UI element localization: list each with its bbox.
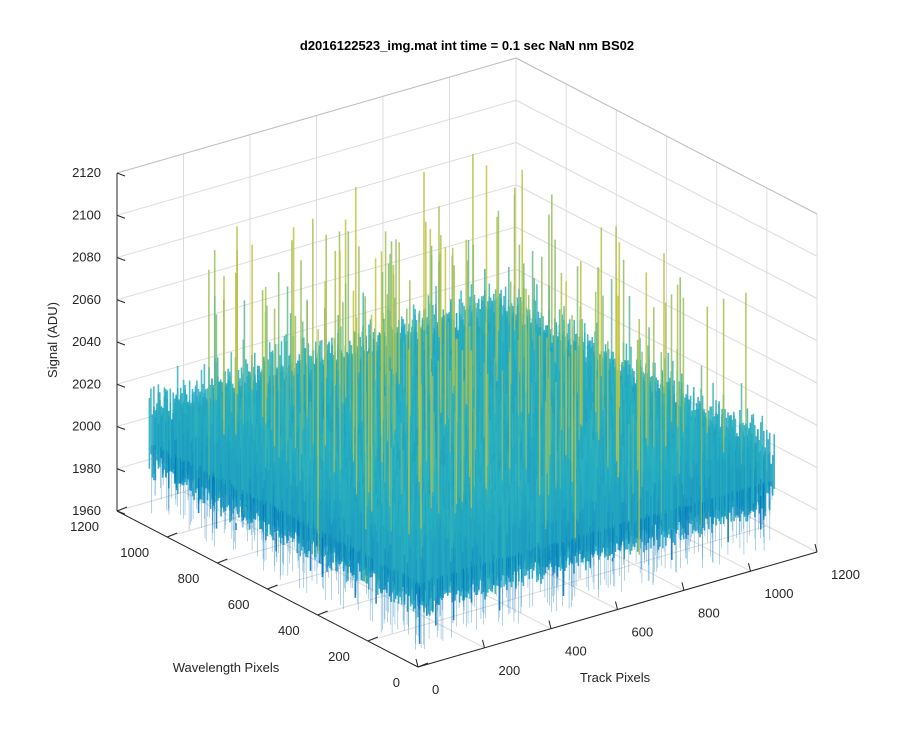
- grid-line: [515, 99, 818, 257]
- grid-line: [515, 142, 818, 299]
- grid-line: [515, 184, 818, 342]
- grid-line: [116, 184, 517, 301]
- grid-line: [116, 99, 517, 216]
- grid-line: [116, 142, 517, 258]
- grid-line: [116, 226, 517, 343]
- surface-data: [148, 154, 776, 650]
- grid-line: [367, 525, 767, 642]
- box-edge: [116, 57, 517, 174]
- grid-line: [116, 268, 517, 385]
- box-edge: [515, 57, 818, 215]
